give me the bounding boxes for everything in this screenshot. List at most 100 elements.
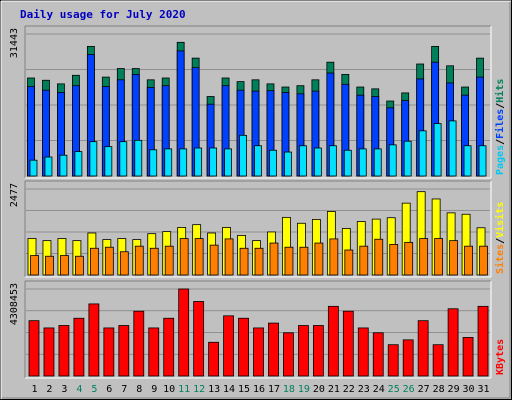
x-tick-label: 8 [136,384,142,395]
x-tick-label: 23 [358,384,370,395]
panel-middle: 2477 Sites/Visits [9,180,506,278]
bar-pages [388,144,397,177]
bar-pages [59,154,68,177]
bar-pages [448,120,457,177]
bar-sites [89,247,99,276]
bar-sites [389,244,399,276]
bar-sites [119,251,129,276]
x-tick-label: 15 [238,384,250,395]
bar-sites [254,247,264,276]
y-max-label: 31443 [9,28,20,58]
bar-pages [224,148,232,177]
bar-kbytes [133,310,145,377]
bar-pages [164,148,173,177]
bar-sites [224,238,234,276]
x-tick-label: 7 [121,384,127,395]
bar-sites [299,246,309,276]
bar-pages [149,149,158,177]
x-tick-label: 26 [403,384,415,395]
x-tick-label: 14 [223,384,235,395]
bar-kbytes [238,317,249,377]
x-tick-label: 30 [463,384,475,395]
bar-pages [89,141,98,177]
bar-kbytes [298,325,309,377]
bar-sites [60,255,69,276]
bar-sites [30,255,39,276]
bar-sites [344,249,354,276]
bar-pages [358,148,367,177]
bar-kbytes [387,344,399,377]
y-max-label: 2477 [9,183,20,207]
bar-sites [434,238,444,276]
bar-sites [284,246,294,276]
x-tick-label: 3 [61,384,67,395]
x-tick-label: 22 [343,384,355,395]
bar-kbytes [283,332,294,377]
x-tick-label: 27 [418,384,430,395]
x-tick-label: 29 [448,384,460,395]
bar-sites [194,238,204,276]
bar-sites [464,245,473,276]
bar-sites [314,242,324,276]
bar-kbytes [73,317,85,377]
x-tick-label: 13 [208,384,220,395]
x-tick-label: 5 [91,384,97,395]
bar-kbytes [178,288,190,377]
bar-kbytes [312,325,324,377]
bar-kbytes [372,332,384,377]
x-tick-label: 12 [193,384,205,395]
x-tick-label: 10 [163,384,175,395]
x-tick-label: 24 [373,384,385,395]
chart-title: Daily usage for July 2020 [20,8,186,21]
bar-pages [194,147,203,177]
bar-pages [74,151,83,177]
bar-pages [299,145,307,177]
bar-sites [269,242,279,276]
bar-pages [373,148,382,177]
x-tick-label: 28 [433,384,445,395]
bar-kbytes [88,303,100,377]
bar-pages [134,139,143,177]
bar-pages [44,156,53,177]
bar-sites [209,244,219,276]
bar-sites [449,240,458,276]
bar-pages [343,149,352,177]
bar-pages [313,147,322,177]
series-legend-label: Sites/Visits [494,202,506,274]
bar-sites [164,245,174,276]
bar-kbytes [477,305,489,377]
x-tick-label: 6 [106,384,112,395]
bar-pages [119,141,128,177]
bar-kbytes [432,344,444,377]
bar-kbytes [28,320,40,377]
bar-sites [239,247,249,276]
bar-sites [179,238,189,276]
x-tick-label: 17 [268,384,280,395]
x-tick-label: 11 [178,384,190,395]
bar-pages [104,146,113,177]
bar-kbytes [118,325,130,377]
bar-pages [254,145,262,177]
bar-pages [239,134,247,177]
x-tick-label: 20 [313,384,325,395]
bar-kbytes [163,317,175,377]
bar-kbytes [43,327,55,377]
bar-kbytes [462,337,474,377]
x-tick-label: 25 [388,384,400,395]
x-tick-label: 9 [151,384,157,395]
bar-kbytes [447,308,459,377]
bar-kbytes [148,327,160,377]
bar-kbytes [327,305,339,377]
bar-sites [359,245,369,276]
x-tick-label: 16 [253,384,265,395]
x-tick-label: 21 [328,384,340,395]
bar-pages [418,130,427,177]
bar-kbytes [417,320,429,377]
x-tick-label: 4 [76,384,82,395]
bar-sites [104,246,114,276]
bar-sites [329,238,339,276]
x-tick-label: 1 [31,384,37,395]
bar-pages [209,147,218,177]
bar-kbytes [193,301,205,377]
bar-sites [149,247,159,276]
